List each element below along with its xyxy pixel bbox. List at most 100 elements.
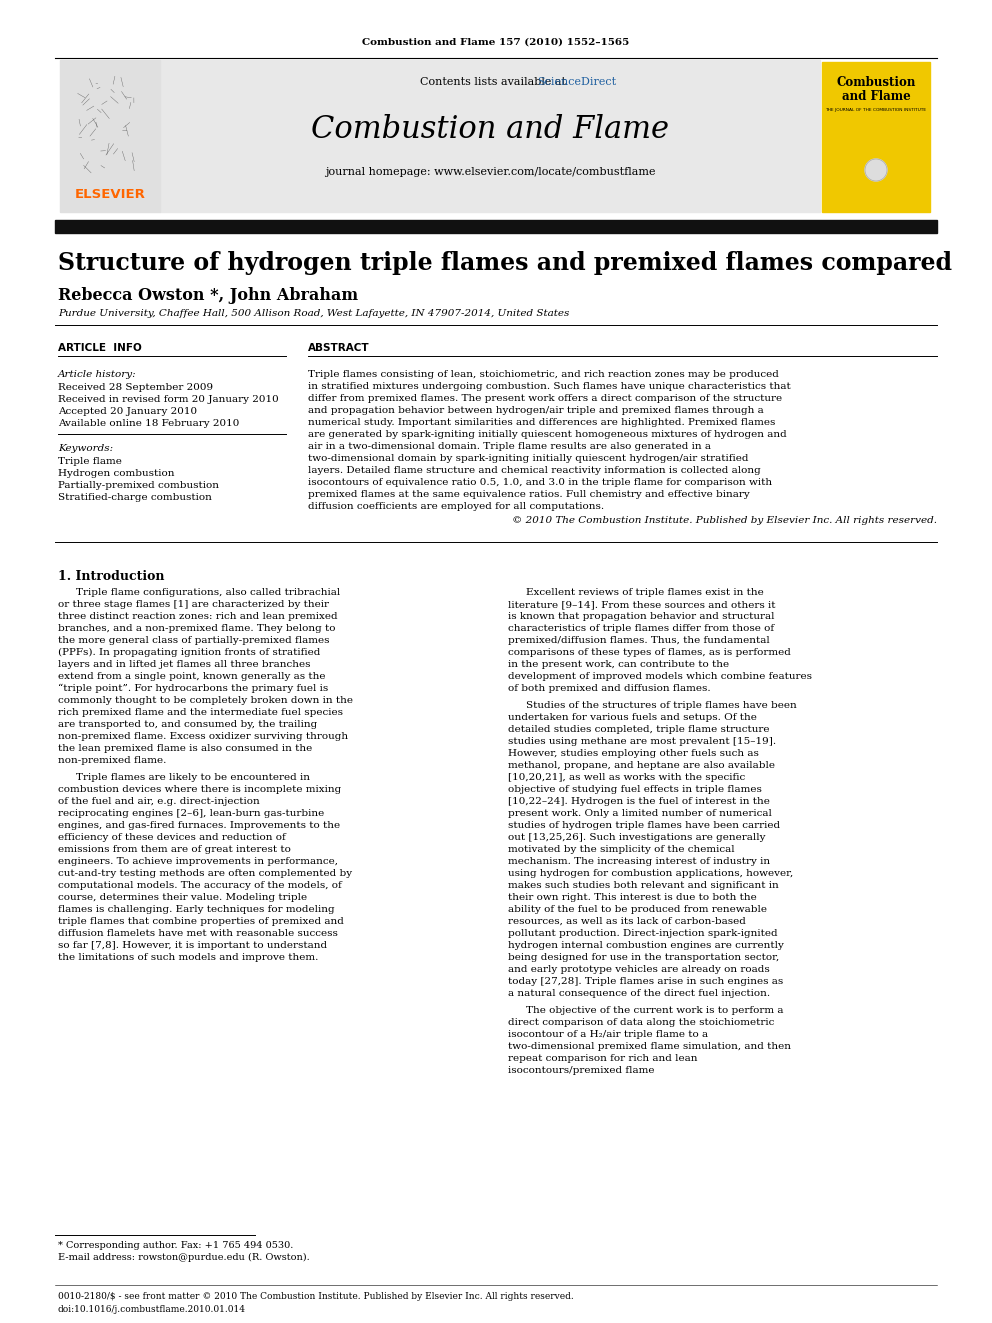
Text: However, studies employing other fuels such as: However, studies employing other fuels s… xyxy=(508,749,759,758)
Bar xyxy=(160,60,820,212)
Text: Rebecca Owston *, John Abraham: Rebecca Owston *, John Abraham xyxy=(58,287,358,304)
Text: two-dimensional domain by spark-igniting initially quiescent hydrogen/air strati: two-dimensional domain by spark-igniting… xyxy=(308,454,749,463)
Text: Keywords:: Keywords: xyxy=(58,445,113,452)
Text: The objective of the current work is to perform a: The objective of the current work is to … xyxy=(526,1005,784,1015)
Text: rich premixed flame and the intermediate fuel species: rich premixed flame and the intermediate… xyxy=(58,708,343,717)
Text: literature [9–14]. From these sources and others it: literature [9–14]. From these sources an… xyxy=(508,601,776,609)
Text: [10,22–24]. Hydrogen is the fuel of interest in the: [10,22–24]. Hydrogen is the fuel of inte… xyxy=(508,796,770,806)
Text: so far [7,8]. However, it is important to understand: so far [7,8]. However, it is important t… xyxy=(58,941,327,950)
Text: reciprocating engines [2–6], lean-burn gas-turbine: reciprocating engines [2–6], lean-burn g… xyxy=(58,808,324,818)
Text: E-mail address: rowston@purdue.edu (R. Owston).: E-mail address: rowston@purdue.edu (R. O… xyxy=(58,1253,310,1262)
Text: ScienceDirect: ScienceDirect xyxy=(538,77,617,87)
Text: Purdue University, Chaffee Hall, 500 Allison Road, West Lafayette, IN 47907-2014: Purdue University, Chaffee Hall, 500 All… xyxy=(58,310,569,319)
Bar xyxy=(822,62,930,212)
Text: diffusion flamelets have met with reasonable success: diffusion flamelets have met with reason… xyxy=(58,929,338,938)
Text: objective of studying fuel effects in triple flames: objective of studying fuel effects in tr… xyxy=(508,785,762,794)
Text: combustion devices where there is incomplete mixing: combustion devices where there is incomp… xyxy=(58,785,341,794)
Text: ARTICLE  INFO: ARTICLE INFO xyxy=(58,343,142,353)
Text: Stratified-charge combustion: Stratified-charge combustion xyxy=(58,493,212,501)
Text: efficiency of these devices and reduction of: efficiency of these devices and reductio… xyxy=(58,833,286,841)
Text: methanol, propane, and heptane are also available: methanol, propane, and heptane are also … xyxy=(508,761,775,770)
Text: Received in revised form 20 January 2010: Received in revised form 20 January 2010 xyxy=(58,396,279,404)
Text: the lean premixed flame is also consumed in the: the lean premixed flame is also consumed… xyxy=(58,744,312,753)
Text: [10,20,21], as well as works with the specific: [10,20,21], as well as works with the sp… xyxy=(508,773,745,782)
Text: commonly thought to be completely broken down in the: commonly thought to be completely broken… xyxy=(58,696,353,705)
Text: is known that propagation behavior and structural: is known that propagation behavior and s… xyxy=(508,613,775,620)
Text: Excellent reviews of triple flames exist in the: Excellent reviews of triple flames exist… xyxy=(526,587,764,597)
Text: detailed studies completed, triple flame structure: detailed studies completed, triple flame… xyxy=(508,725,770,734)
Text: ABSTRACT: ABSTRACT xyxy=(308,343,370,353)
Text: diffusion coefficients are employed for all computations.: diffusion coefficients are employed for … xyxy=(308,501,604,511)
Text: Received 28 September 2009: Received 28 September 2009 xyxy=(58,382,213,392)
Text: two-dimensional premixed flame simulation, and then: two-dimensional premixed flame simulatio… xyxy=(508,1043,791,1050)
Text: Combustion: Combustion xyxy=(836,75,916,89)
Text: studies of hydrogen triple flames have been carried: studies of hydrogen triple flames have b… xyxy=(508,822,780,830)
Text: of both premixed and diffusion flames.: of both premixed and diffusion flames. xyxy=(508,684,710,693)
Bar xyxy=(55,220,937,233)
Text: flames is challenging. Early techniques for modeling: flames is challenging. Early techniques … xyxy=(58,905,334,914)
Text: are transported to, and consumed by, the trailing: are transported to, and consumed by, the… xyxy=(58,720,317,729)
Text: THE JOURNAL OF THE COMBUSTION INSTITUTE: THE JOURNAL OF THE COMBUSTION INSTITUTE xyxy=(825,108,927,112)
Text: Triple flames consisting of lean, stoichiometric, and rich reaction zones may be: Triple flames consisting of lean, stoich… xyxy=(308,370,779,378)
Text: undertaken for various fuels and setups. Of the: undertaken for various fuels and setups.… xyxy=(508,713,757,722)
Text: motivated by the simplicity of the chemical: motivated by the simplicity of the chemi… xyxy=(508,845,735,855)
Text: in the present work, can contribute to the: in the present work, can contribute to t… xyxy=(508,660,729,669)
Text: premixed/diffusion flames. Thus, the fundamental: premixed/diffusion flames. Thus, the fun… xyxy=(508,636,770,646)
Text: triple flames that combine properties of premixed and: triple flames that combine properties of… xyxy=(58,917,344,926)
Text: differ from premixed flames. The present work offers a direct comparison of the : differ from premixed flames. The present… xyxy=(308,394,782,404)
Text: isocontour of a H₂/air triple flame to a: isocontour of a H₂/air triple flame to a xyxy=(508,1031,708,1039)
Text: repeat comparison for rich and lean: repeat comparison for rich and lean xyxy=(508,1054,697,1062)
Text: layers. Detailed flame structure and chemical reactivity information is collecte: layers. Detailed flame structure and che… xyxy=(308,466,761,475)
Text: a natural consequence of the direct fuel injection.: a natural consequence of the direct fuel… xyxy=(508,990,770,998)
Text: air in a two-dimensional domain. Triple flame results are also generated in a: air in a two-dimensional domain. Triple … xyxy=(308,442,711,451)
Text: non-premixed flame. Excess oxidizer surviving through: non-premixed flame. Excess oxidizer surv… xyxy=(58,732,348,741)
Text: Contents lists available at: Contents lists available at xyxy=(420,77,569,87)
Text: ability of the fuel to be produced from renewable: ability of the fuel to be produced from … xyxy=(508,905,767,914)
Text: Triple flames are likely to be encountered in: Triple flames are likely to be encounter… xyxy=(76,773,310,782)
Text: or three stage flames [1] are characterized by their: or three stage flames [1] are characteri… xyxy=(58,601,329,609)
Text: course, determines their value. Modeling triple: course, determines their value. Modeling… xyxy=(58,893,308,902)
Text: doi:10.1016/j.combustflame.2010.01.014: doi:10.1016/j.combustflame.2010.01.014 xyxy=(58,1304,246,1314)
Text: premixed flames at the same equivalence ratios. Full chemistry and effective bin: premixed flames at the same equivalence … xyxy=(308,490,750,499)
Text: “triple point”. For hydrocarbons the primary fuel is: “triple point”. For hydrocarbons the pri… xyxy=(58,684,328,693)
Text: being designed for use in the transportation sector,: being designed for use in the transporta… xyxy=(508,953,780,962)
Text: in stratified mixtures undergoing combustion. Such flames have unique characteri: in stratified mixtures undergoing combus… xyxy=(308,382,791,392)
Text: cut-and-try testing methods are often complemented by: cut-and-try testing methods are often co… xyxy=(58,869,352,878)
Text: pollutant production. Direct-injection spark-ignited: pollutant production. Direct-injection s… xyxy=(508,929,778,938)
Text: using hydrogen for combustion applications, however,: using hydrogen for combustion applicatio… xyxy=(508,869,794,878)
Text: the limitations of such models and improve them.: the limitations of such models and impro… xyxy=(58,953,318,962)
Text: studies using methane are most prevalent [15–19].: studies using methane are most prevalent… xyxy=(508,737,776,746)
Text: Combustion and Flame 157 (2010) 1552–1565: Combustion and Flame 157 (2010) 1552–156… xyxy=(362,37,630,46)
Text: present work. Only a limited number of numerical: present work. Only a limited number of n… xyxy=(508,808,772,818)
Text: numerical study. Important similarities and differences are highlighted. Premixe: numerical study. Important similarities … xyxy=(308,418,776,427)
Text: non-premixed flame.: non-premixed flame. xyxy=(58,755,167,765)
Text: characteristics of triple flames differ from those of: characteristics of triple flames differ … xyxy=(508,624,774,632)
Text: journal homepage: www.elsevier.com/locate/combustflame: journal homepage: www.elsevier.com/locat… xyxy=(324,167,656,177)
Text: today [27,28]. Triple flames arise in such engines as: today [27,28]. Triple flames arise in su… xyxy=(508,976,784,986)
Text: engines, and gas-fired furnaces. Improvements to the: engines, and gas-fired furnaces. Improve… xyxy=(58,822,340,830)
Text: hydrogen internal combustion engines are currently: hydrogen internal combustion engines are… xyxy=(508,941,784,950)
Text: and early prototype vehicles are already on roads: and early prototype vehicles are already… xyxy=(508,964,770,974)
Text: branches, and a non-premixed flame. They belong to: branches, and a non-premixed flame. They… xyxy=(58,624,335,632)
Text: their own right. This interest is due to both the: their own right. This interest is due to… xyxy=(508,893,757,902)
Text: are generated by spark-igniting initially quiescent homogeneous mixtures of hydr: are generated by spark-igniting initiall… xyxy=(308,430,787,439)
Text: * Corresponding author. Fax: +1 765 494 0530.: * Corresponding author. Fax: +1 765 494 … xyxy=(58,1241,294,1250)
Text: Hydrogen combustion: Hydrogen combustion xyxy=(58,468,175,478)
Text: Structure of hydrogen triple flames and premixed flames compared: Structure of hydrogen triple flames and … xyxy=(58,251,952,275)
Text: 1. Introduction: 1. Introduction xyxy=(58,570,165,583)
Text: direct comparison of data along the stoichiometric: direct comparison of data along the stoi… xyxy=(508,1017,775,1027)
Text: three distinct reaction zones: rich and lean premixed: three distinct reaction zones: rich and … xyxy=(58,613,337,620)
Text: of the fuel and air, e.g. direct-injection: of the fuel and air, e.g. direct-injecti… xyxy=(58,796,260,806)
Circle shape xyxy=(865,159,887,181)
Text: Combustion and Flame: Combustion and Flame xyxy=(311,115,669,146)
Text: 0010-2180/$ - see front matter © 2010 The Combustion Institute. Published by Els: 0010-2180/$ - see front matter © 2010 Th… xyxy=(58,1293,573,1301)
Text: Studies of the structures of triple flames have been: Studies of the structures of triple flam… xyxy=(526,701,797,710)
Bar xyxy=(60,60,160,212)
Text: isocontours of equivalence ratio 0.5, 1.0, and 3.0 in the triple flame for compa: isocontours of equivalence ratio 0.5, 1.… xyxy=(308,478,772,487)
Text: Partially-premixed combustion: Partially-premixed combustion xyxy=(58,482,219,490)
Text: Accepted 20 January 2010: Accepted 20 January 2010 xyxy=(58,407,197,415)
Text: extend from a single point, known generally as the: extend from a single point, known genera… xyxy=(58,672,325,681)
Text: comparisons of these types of flames, as is performed: comparisons of these types of flames, as… xyxy=(508,648,791,658)
Text: and Flame: and Flame xyxy=(841,90,911,102)
Text: and propagation behavior between hydrogen/air triple and premixed flames through: and propagation behavior between hydroge… xyxy=(308,406,764,415)
